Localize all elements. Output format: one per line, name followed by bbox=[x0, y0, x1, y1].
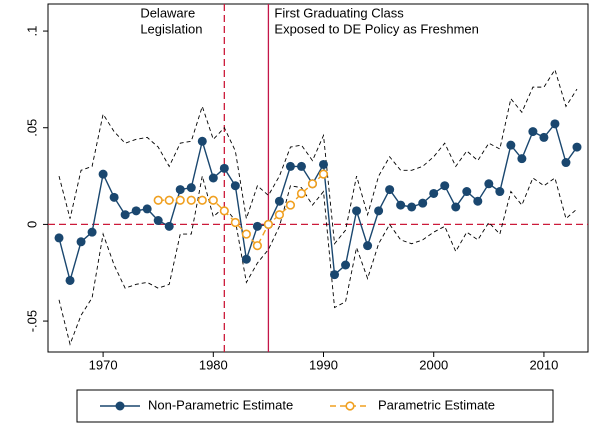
data-point bbox=[65, 275, 75, 285]
legend-box bbox=[76, 389, 554, 423]
series-line bbox=[58, 175, 578, 346]
data-point bbox=[296, 161, 306, 171]
data-point bbox=[352, 206, 362, 216]
data-point bbox=[230, 181, 240, 191]
data-point bbox=[263, 219, 274, 229]
data-point bbox=[153, 216, 163, 226]
data-point bbox=[197, 195, 207, 205]
data-point bbox=[285, 200, 296, 210]
data-point bbox=[186, 183, 196, 193]
data-point bbox=[506, 140, 516, 150]
data-point bbox=[241, 229, 251, 239]
plot-area bbox=[47, 3, 589, 353]
data-point bbox=[285, 161, 295, 171]
data-point bbox=[175, 185, 185, 195]
data-point bbox=[54, 233, 64, 243]
data-point bbox=[473, 196, 483, 206]
annotation: First Graduating Class bbox=[274, 5, 404, 20]
data-point bbox=[517, 154, 527, 164]
legend-label: Parametric Estimate bbox=[378, 397, 495, 412]
data-point bbox=[142, 204, 152, 214]
data-point bbox=[319, 159, 329, 169]
data-point bbox=[418, 198, 428, 208]
data-point bbox=[164, 195, 174, 205]
data-point bbox=[407, 202, 417, 212]
x-tick-label: 2000 bbox=[419, 357, 448, 372]
data-point bbox=[296, 188, 307, 199]
data-point bbox=[76, 237, 86, 247]
data-point bbox=[197, 136, 207, 146]
y-tick-label: 0 bbox=[24, 221, 39, 228]
series-line bbox=[158, 173, 324, 247]
x-tick-label: 2010 bbox=[529, 357, 558, 372]
annotation: Delaware bbox=[140, 5, 195, 20]
legend: Non-Parametric Estimate Parametric Estima… bbox=[76, 389, 554, 423]
data-point bbox=[539, 132, 549, 142]
data-point bbox=[230, 217, 240, 228]
data-point bbox=[252, 221, 262, 231]
y-tick-label: -.05 bbox=[24, 310, 39, 332]
data-point bbox=[528, 127, 538, 137]
annotation: Exposed to DE Policy as Freshmen bbox=[274, 21, 478, 36]
data-point bbox=[120, 210, 130, 220]
data-point bbox=[252, 241, 262, 251]
data-point bbox=[341, 260, 351, 270]
data-point bbox=[572, 142, 582, 152]
data-point bbox=[429, 188, 439, 198]
data-point bbox=[462, 187, 472, 197]
data-point bbox=[219, 163, 229, 173]
data-point bbox=[98, 169, 108, 179]
data-point bbox=[440, 181, 450, 191]
annotation: Legislation bbox=[140, 21, 202, 36]
data-point bbox=[374, 206, 384, 216]
data-point bbox=[550, 119, 560, 129]
data-point bbox=[219, 206, 229, 216]
x-tick-label: 1980 bbox=[199, 357, 228, 372]
data-point bbox=[109, 192, 119, 202]
data-point bbox=[274, 196, 284, 206]
data-point bbox=[241, 254, 251, 264]
data-point bbox=[153, 195, 163, 205]
legend-marker bbox=[345, 401, 355, 411]
data-point bbox=[396, 200, 406, 210]
y-tick-label: .1 bbox=[24, 26, 39, 37]
series-line bbox=[58, 68, 578, 245]
data-point bbox=[186, 195, 196, 205]
x-tick-label: 1970 bbox=[89, 357, 118, 372]
data-point bbox=[318, 169, 329, 179]
data-point bbox=[175, 195, 185, 205]
data-point bbox=[164, 221, 174, 231]
data-point bbox=[495, 187, 505, 197]
data-point bbox=[451, 202, 461, 212]
data-point bbox=[131, 206, 141, 216]
data-point bbox=[208, 195, 218, 205]
data-point bbox=[330, 270, 340, 280]
x-tick-label: 1990 bbox=[309, 357, 338, 372]
data-point bbox=[87, 227, 97, 237]
data-point bbox=[363, 241, 373, 251]
data-point bbox=[274, 210, 285, 220]
data-point bbox=[307, 179, 318, 189]
data-point bbox=[561, 158, 571, 168]
legend-label: Non-Parametric Estimate bbox=[148, 397, 293, 412]
legend-marker bbox=[115, 401, 125, 411]
y-tick-label: .05 bbox=[24, 119, 39, 137]
data-point bbox=[484, 179, 494, 189]
data-point bbox=[385, 185, 395, 195]
data-point bbox=[208, 173, 218, 183]
